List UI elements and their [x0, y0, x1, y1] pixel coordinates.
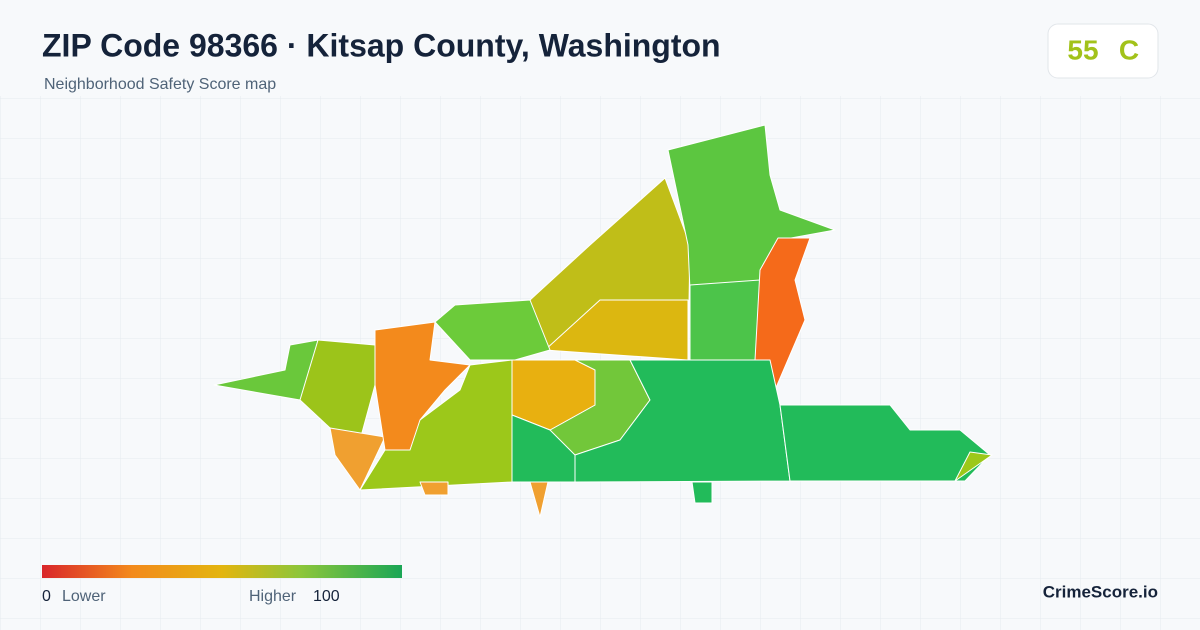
legend-min-label: Lower	[62, 588, 106, 605]
region	[667, 124, 836, 291]
region	[419, 481, 449, 496]
legend-max: 100	[313, 588, 340, 605]
legend-min: 0	[42, 588, 51, 605]
region	[511, 414, 576, 483]
score-box	[1047, 23, 1159, 79]
region	[779, 404, 991, 482]
region	[434, 299, 551, 361]
region	[689, 279, 761, 361]
region	[954, 451, 993, 482]
score-grade: C	[1119, 34, 1139, 65]
region	[529, 481, 549, 518]
region	[544, 299, 689, 361]
region	[691, 481, 713, 504]
legend-gradient	[42, 565, 402, 578]
region	[754, 237, 811, 391]
title: ZIP Code 98366 · Kitsap County, Washingt…	[42, 27, 721, 63]
score-value: 55	[1067, 34, 1098, 65]
region	[359, 359, 513, 491]
map	[213, 124, 993, 518]
subtitle: Neighborhood Safety Score map	[44, 76, 276, 93]
legend-max-label: Higher	[249, 588, 297, 605]
brand: CrimeScore.io	[1043, 582, 1158, 601]
region	[374, 321, 471, 451]
